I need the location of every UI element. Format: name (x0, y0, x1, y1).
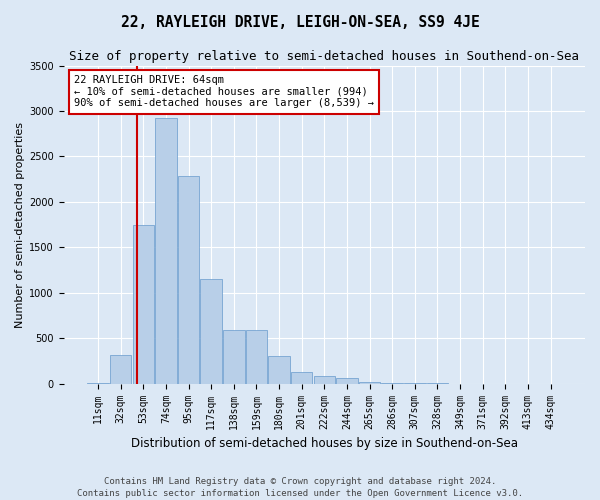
Bar (110, 354, 131, 384)
Text: 22, RAYLEIGH DRIVE, LEIGH-ON-SEA, SS9 4JE: 22, RAYLEIGH DRIVE, LEIGH-ON-SEA, SS9 4J… (121, 15, 479, 30)
Bar (268, 356, 290, 384)
X-axis label: Distribution of semi-detached houses by size in Southend-on-Sea: Distribution of semi-detached houses by … (131, 437, 518, 450)
Bar (336, 378, 358, 384)
Y-axis label: Number of semi-detached properties: Number of semi-detached properties (15, 122, 25, 328)
Bar (291, 372, 313, 384)
Bar (246, 330, 267, 384)
Bar (359, 382, 380, 384)
Text: 22 RAYLEIGH DRIVE: 64sqm
← 10% of semi-detached houses are smaller (994)
90% of : 22 RAYLEIGH DRIVE: 64sqm ← 10% of semi-d… (74, 75, 374, 108)
Bar (382, 383, 403, 384)
Bar (200, 279, 222, 384)
Bar (155, 118, 177, 384)
Bar (178, 176, 199, 384)
Bar (223, 330, 245, 384)
Text: Contains HM Land Registry data © Crown copyright and database right 2024.
Contai: Contains HM Land Registry data © Crown c… (77, 476, 523, 498)
Bar (133, 224, 154, 384)
Bar (314, 376, 335, 384)
Title: Size of property relative to semi-detached houses in Southend-on-Sea: Size of property relative to semi-detach… (70, 50, 580, 63)
